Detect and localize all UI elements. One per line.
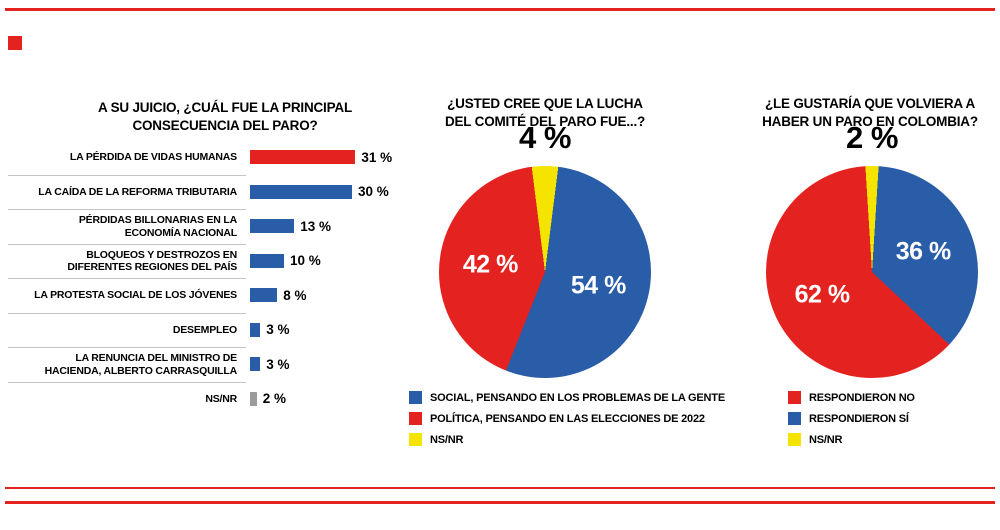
bar: [250, 150, 356, 165]
legend-label: NS/NR: [809, 433, 843, 446]
pie2-title: ¿LE GUSTARÍA QUE VOLVIERA A HABER UN PAR…: [762, 96, 978, 129]
legend-item: NS/NR: [409, 429, 725, 450]
legend-item: NS/NR: [788, 429, 915, 450]
bar-category-label: PÉRDIDAS BILLONARIAS EN LA ECONOMÍA NACI…: [8, 209, 246, 244]
bar-track: 30 %: [246, 175, 400, 210]
bar: [250, 357, 261, 372]
bar-value-label: 10 %: [290, 253, 321, 269]
bottom-red-rule-thick: [5, 501, 995, 504]
legend-label: SOCIAL, PENSANDO EN LOS PROBLEMAS DE LA …: [430, 391, 725, 404]
pie1-callout-value: 4 %: [519, 120, 571, 155]
bar: [250, 184, 352, 199]
bar-category-text: PÉRDIDAS BILLONARIAS EN LA ECONOMÍA NACI…: [78, 214, 237, 239]
bar-row: LA CAÍDA DE LA REFORMA TRIBUTARIA 30 %: [8, 174, 400, 210]
bar-category-text: LA PÉRDIDA DE VIDAS HUMANAS: [69, 150, 237, 163]
bar-category-label: BLOQUEOS Y DESTROZOS EN DIFERENTES REGIO…: [8, 243, 246, 279]
bar-row: LA PROTESTA SOCIAL DE LOS JÓVENES 8 %: [8, 278, 400, 313]
legend-item: POLÍTICA, PENSANDO EN LAS ELECCIONES DE …: [409, 408, 725, 429]
pie2-legend: RESPONDIERON NO RESPONDIERON SÍ NS/NR: [788, 387, 915, 450]
bar-row: LA RENUNCIA DEL MINISTRO DE HACIENDA, AL…: [8, 347, 400, 382]
bar-category-label: LA PÉRDIDA DE VIDAS HUMANAS: [8, 140, 246, 175]
bar: [250, 288, 278, 303]
bar-value-label: 31 %: [361, 149, 393, 165]
bar-track: 3 %: [246, 313, 400, 348]
bar-category-label: NS/NR: [8, 381, 246, 417]
bar-chart-title: A SU JUICIO, ¿CUÁL FUE LA PRINCIPAL CONS…: [97, 100, 352, 133]
bar-category-label: LA RENUNCIA DEL MINISTRO DE HACIENDA, AL…: [8, 347, 246, 382]
legend-label: NS/NR: [430, 433, 464, 446]
bar-value-label: 3 %: [266, 322, 290, 338]
legend-color-swatch: [409, 391, 422, 404]
bar-track: 8 %: [246, 278, 400, 313]
bar-category-text: DESEMPLEO: [172, 323, 237, 336]
bar-row: PÉRDIDAS BILLONARIAS EN LA ECONOMÍA NACI…: [8, 209, 400, 244]
bar-value-label: 13 %: [300, 218, 331, 234]
bar-value-label: 30 %: [358, 184, 389, 200]
bar-track: 10 %: [246, 244, 400, 279]
bar: [250, 322, 261, 337]
bar-category-label: DESEMPLEO: [8, 312, 246, 348]
bar-category-label: LA CAÍDA DE LA REFORMA TRIBUTARIA: [8, 174, 246, 210]
legend-color-swatch: [409, 433, 422, 446]
bar: [250, 253, 284, 268]
bar-chart: LA PÉRDIDA DE VIDAS HUMANAS 31 % LA CAÍDA …: [8, 140, 400, 416]
legend-color-swatch: [409, 412, 422, 425]
pie-slice-value: 36 %: [895, 237, 951, 266]
bar: [250, 391, 257, 406]
top-red-rule: [5, 8, 995, 11]
bar-category-text: LA RENUNCIA DEL MINISTRO DE HACIENDA, AL…: [44, 352, 238, 377]
pie-chart-nuevo-paro: 36 % 62 %: [766, 166, 978, 378]
bar-category-text: NS/NR: [205, 392, 237, 405]
legend-item: RESPONDIERON NO: [788, 387, 915, 408]
bar-category-text: LA PROTESTA SOCIAL DE LOS JÓVENES: [34, 289, 237, 302]
pie-slice-value: 42 %: [462, 250, 518, 279]
bar-category-label: LA PROTESTA SOCIAL DE LOS JÓVENES: [8, 278, 246, 313]
bar-value-label: 3 %: [266, 356, 290, 372]
bar-row: BLOQUEOS Y DESTROZOS EN DIFERENTES REGIO…: [8, 243, 400, 279]
pie-chart-comite-paro: 54 % 42 %: [439, 166, 651, 378]
bar-track: 31 %: [246, 140, 400, 175]
pie-slice-value: 62 %: [794, 280, 850, 309]
bar-category-text: BLOQUEOS Y DESTROZOS EN DIFERENTES REGIO…: [67, 248, 237, 274]
legend-label: RESPONDIERON NO: [809, 391, 915, 404]
bar: [250, 219, 295, 234]
pie1-legend: SOCIAL, PENSANDO EN LOS PROBLEMAS DE LA …: [409, 387, 725, 450]
pie2-callout-value: 2 %: [846, 120, 898, 155]
pie1-title: ¿USTED CREE QUE LA LUCHA DEL COMITÉ DEL …: [444, 96, 646, 129]
bar-value-label: 2 %: [262, 391, 287, 407]
bar-row: NS/NR 2 %: [8, 381, 400, 417]
bar-track: 3 %: [246, 347, 400, 382]
bar-category-text: LA CAÍDA DE LA REFORMA TRIBUTARIA: [38, 185, 237, 198]
legend-color-swatch: [788, 433, 801, 446]
legend-color-swatch: [788, 412, 801, 425]
legend-color-swatch: [788, 391, 801, 404]
bar-row: LA PÉRDIDA DE VIDAS HUMANAS 31 %: [8, 140, 400, 175]
legend-item: RESPONDIERON SÍ: [788, 408, 915, 429]
red-square-marker: [8, 36, 22, 50]
legend-label: RESPONDIERON SÍ: [809, 412, 909, 425]
legend-label: POLÍTICA, PENSANDO EN LAS ELECCIONES DE …: [430, 412, 705, 425]
legend-item: SOCIAL, PENSANDO EN LOS PROBLEMAS DE LA …: [409, 387, 725, 408]
bar-value-label: 8 %: [283, 287, 307, 303]
bottom-red-rule-thin: [5, 487, 995, 489]
bar-row: DESEMPLEO 3 %: [8, 312, 400, 348]
pie-slice-value: 54 %: [570, 271, 626, 300]
bar-track: 2 %: [246, 382, 400, 417]
bar-track: 13 %: [246, 209, 400, 244]
